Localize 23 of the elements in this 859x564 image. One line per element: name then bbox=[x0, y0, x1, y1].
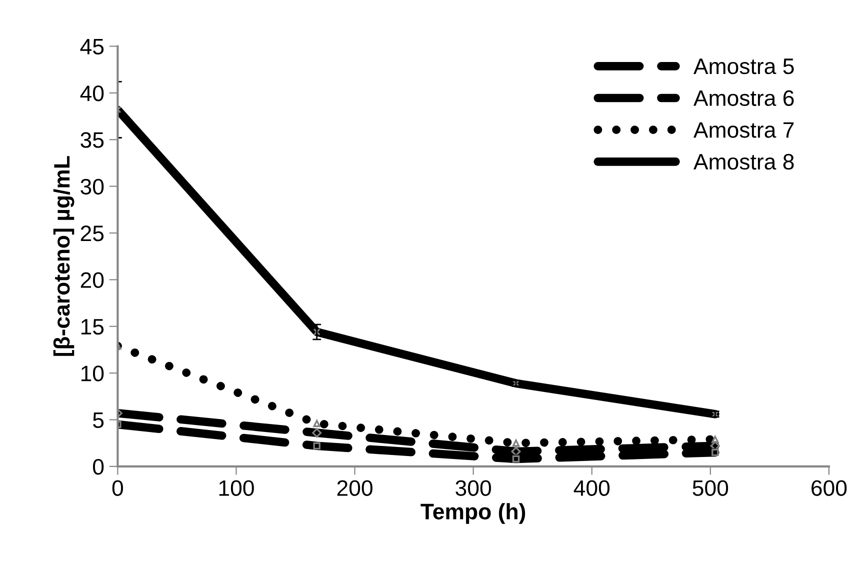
y-tick-label: 20 bbox=[80, 272, 104, 288]
y-tick-label: 40 bbox=[80, 85, 104, 102]
y-tick-label: 15 bbox=[81, 319, 104, 335]
y-axis-title: [β-caroteno] µg/mL bbox=[53, 156, 74, 356]
x-tick-label: 500 bbox=[692, 480, 728, 496]
legend-label: Amostra 5 bbox=[693, 58, 794, 74]
x-tick-label: 400 bbox=[574, 480, 610, 496]
legend-label: Amostra 6 bbox=[693, 90, 794, 106]
y-tick-label: 0 bbox=[93, 458, 104, 475]
x-axis-title: Tempo (h) bbox=[420, 503, 526, 524]
y-tick-label: 5 bbox=[93, 412, 104, 428]
y-tick-label: 10 bbox=[81, 366, 104, 382]
legend-label: Amostra 8 bbox=[693, 154, 794, 170]
y-tick-label: 25 bbox=[80, 226, 104, 242]
y-tick-label: 35 bbox=[80, 132, 104, 148]
x-tick-label: 100 bbox=[219, 480, 254, 496]
y-tick-label: 45 bbox=[80, 39, 104, 55]
y-tick-label: 30 bbox=[80, 178, 104, 195]
x-tick-label: 300 bbox=[456, 480, 491, 496]
x-tick-label: 0 bbox=[112, 480, 123, 496]
x-tick-label: 200 bbox=[337, 480, 372, 496]
legend-label: Amostra 7 bbox=[693, 122, 794, 138]
x-tick-label: 600 bbox=[812, 480, 847, 496]
